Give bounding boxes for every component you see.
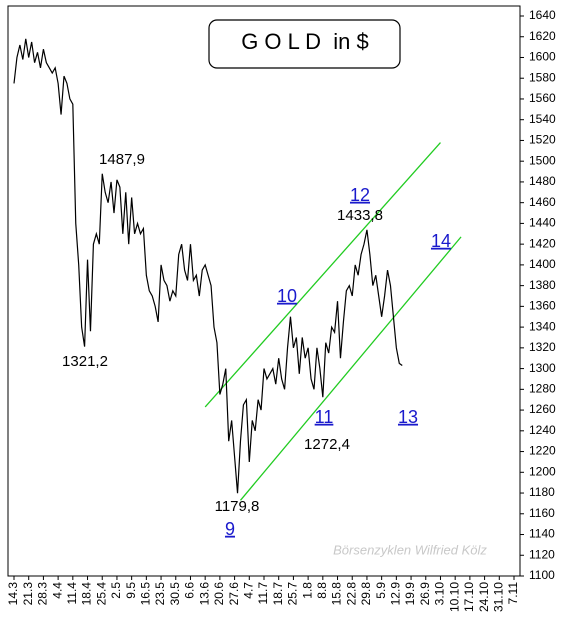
x-tick-label: 22.8: [344, 582, 358, 606]
wave-label: 11: [315, 407, 334, 427]
value-label: 1179,8: [215, 498, 260, 515]
y-tick-label: 1260: [529, 402, 556, 416]
y-tick-label: 1440: [529, 216, 556, 230]
x-tick-label: 2.5: [109, 582, 123, 599]
x-tick-label: 29.8: [359, 582, 373, 606]
chart-title: G O L D in $: [241, 29, 369, 54]
wave-label: 12: [350, 185, 370, 205]
y-tick-label: 1520: [529, 133, 556, 147]
y-tick-label: 1240: [529, 423, 556, 437]
x-tick-label: 11.7: [256, 582, 270, 605]
plot-frame: [7, 5, 521, 577]
x-tick-label: 11.4: [65, 582, 79, 605]
x-tick-label: 15.8: [330, 582, 344, 606]
y-tick-label: 1460: [529, 195, 556, 209]
x-tick-label: 30.5: [168, 582, 182, 606]
x-tick-label: 23.5: [153, 582, 167, 606]
y-tick-label: 1340: [529, 319, 556, 333]
x-tick-label: 26.9: [418, 582, 432, 606]
y-tick-label: 1200: [529, 464, 556, 478]
x-tick-label: 9.5: [124, 582, 138, 599]
x-tick-label: 4.7: [241, 582, 255, 599]
x-tick-label: 18.7: [271, 582, 285, 606]
x-tick-label: 4.4: [50, 582, 64, 599]
channel-line: [239, 236, 462, 501]
x-tick-label: 20.6: [212, 582, 226, 606]
wave-label: 13: [398, 407, 418, 427]
wave-label: 9: [225, 519, 235, 539]
y-tick-label: 1280: [529, 382, 556, 396]
y-tick-label: 1180: [529, 485, 555, 499]
y-tick-label: 1640: [529, 8, 556, 22]
value-label: 1272,4: [304, 436, 350, 453]
x-tick-label: 25.4: [94, 582, 108, 606]
watermark: Börsenzyklen Wilfried Kölz: [333, 542, 487, 557]
x-tick-label: 7.11: [506, 582, 520, 605]
x-tick-label: 19.9: [403, 582, 417, 606]
x-tick-label: 12.9: [389, 582, 403, 606]
y-tick-label: 1160: [529, 506, 555, 520]
y-tick-label: 1580: [529, 70, 556, 84]
y-tick-label: 1100: [529, 568, 555, 582]
y-tick-label: 1560: [529, 91, 556, 105]
x-tick-label: 14.3: [6, 582, 20, 606]
x-tick-label: 10.10: [447, 582, 461, 612]
x-tick-label: 21.3: [21, 582, 35, 606]
x-tick-label: 16.5: [139, 582, 153, 606]
x-tick-label: 28.3: [36, 582, 50, 606]
title-box: [208, 19, 401, 69]
y-tick-label: 1600: [529, 50, 556, 64]
y-tick-label: 1420: [529, 236, 556, 250]
value-label: 1433,8: [337, 207, 383, 224]
wave-label: 14: [431, 231, 451, 251]
x-tick-label: 5.9: [374, 582, 388, 599]
x-tick-label: 31.10: [491, 582, 505, 612]
x-tick-label: 27.6: [227, 582, 241, 606]
x-tick-label: 1.8: [300, 582, 314, 599]
price-line: [13, 38, 403, 494]
y-tick-label: 1500: [529, 153, 556, 167]
y-tick-label: 1120: [529, 547, 555, 561]
x-tick-label: 17.10: [462, 582, 476, 612]
value-label: 1321,2: [62, 353, 108, 370]
y-tick-label: 1380: [529, 278, 556, 292]
y-tick-label: 1480: [529, 174, 556, 188]
channel-line: [204, 142, 441, 408]
x-tick-label: 24.10: [477, 582, 491, 612]
y-tick-label: 1360: [529, 299, 556, 313]
wave-label: 10: [277, 286, 297, 306]
x-tick-label: 25.7: [286, 582, 300, 606]
y-tick-label: 1140: [529, 527, 555, 541]
x-tick-label: 6.6: [183, 582, 197, 599]
y-tick-label: 1620: [529, 29, 556, 43]
x-tick-label: 8.8: [315, 582, 329, 599]
y-tick-label: 1400: [529, 257, 556, 271]
y-tick-label: 1540: [529, 112, 556, 126]
x-tick-label: 3.10: [433, 582, 447, 606]
x-tick-label: 18.4: [80, 582, 94, 606]
y-tick-label: 1320: [529, 340, 556, 354]
y-tick-label: 1300: [529, 361, 556, 375]
x-tick-label: 13.6: [197, 582, 211, 606]
value-label: 1487,9: [99, 151, 145, 168]
y-tick-label: 1220: [529, 444, 556, 458]
